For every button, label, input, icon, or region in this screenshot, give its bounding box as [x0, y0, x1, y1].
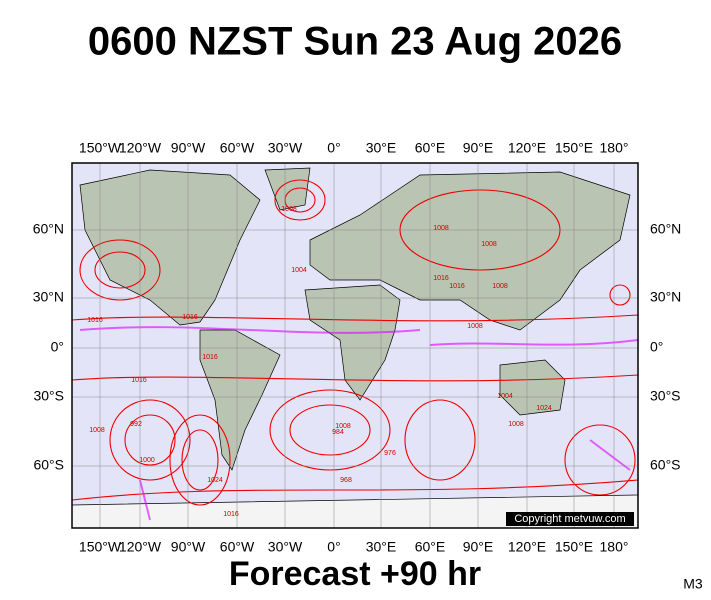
- lon-label-bottom: 30°E: [366, 539, 397, 555]
- lat-label-right: 0°: [650, 339, 663, 355]
- isobar-label: 1004: [291, 267, 307, 274]
- lon-label-top: 90°W: [171, 140, 206, 156]
- lon-label-top: 120°E: [508, 140, 546, 156]
- isobar-label: 1016: [87, 317, 103, 324]
- title: 0600 NZST Sun 23 Aug 2026: [88, 20, 622, 64]
- lon-label-bottom: 150°W: [79, 539, 122, 555]
- isobar-label: 1024: [536, 405, 552, 412]
- isobar-label: 1008: [467, 323, 483, 330]
- isobar-label: 1008: [89, 427, 105, 434]
- land: [72, 167, 638, 528]
- lon-label-bottom: 180°: [600, 539, 629, 555]
- map-area: 1008 1004 1016 1008 1008 1016 1008 1008 1004 1024…: [72, 163, 638, 528]
- lon-label-top: 30°W: [268, 140, 303, 156]
- isobar-label: 984: [332, 429, 344, 436]
- isobar-label: 1000: [139, 457, 155, 464]
- isobar-label: 1016: [182, 314, 198, 321]
- isobar-label: 1008: [492, 283, 508, 290]
- isobar-label: 968: [340, 477, 352, 484]
- lat-label-right: 30°S: [650, 388, 681, 404]
- isobar-label: 1004: [497, 393, 513, 400]
- lon-label-bottom: 30°W: [268, 539, 303, 555]
- isobar-label: 1016: [223, 511, 239, 518]
- lon-label-top: 90°E: [463, 140, 494, 156]
- isobar-label: 1008: [508, 421, 524, 428]
- lat-label-right: 60°S: [650, 457, 681, 473]
- lon-label-top: 180°: [600, 140, 629, 156]
- graticule: [72, 163, 638, 528]
- copyright-box: [506, 512, 634, 526]
- lon-label-bottom: 90°W: [171, 539, 206, 555]
- lon-label-top: 150°E: [555, 140, 593, 156]
- lon-label-bottom: 120°E: [508, 539, 546, 555]
- lon-label-bottom: 60°E: [415, 539, 446, 555]
- lon-label-bottom: 120°W: [119, 539, 162, 555]
- isobar-label: 1016: [433, 275, 449, 282]
- copyright: Copyright metvuw.com: [514, 513, 625, 525]
- isobar-label: 992: [130, 421, 142, 428]
- lat-label-right: 30°N: [650, 289, 681, 305]
- lon-label-top: 150°W: [79, 140, 122, 156]
- isobar-label: 1016: [449, 283, 465, 290]
- isobar-label: 1008: [335, 423, 351, 430]
- isobar-label: 1008: [281, 206, 297, 213]
- lon-label-top: 60°E: [415, 140, 446, 156]
- forecast-label: Forecast +90 hr: [229, 555, 481, 593]
- isobar-label: 976: [384, 450, 396, 457]
- precipitation: [79, 326, 638, 521]
- isobar-label: 1008: [481, 241, 497, 248]
- isobar-label: 1016: [131, 377, 147, 384]
- lon-label-top: 0°: [327, 140, 340, 156]
- lat-label-left: 60°S: [33, 457, 64, 473]
- isobar-label: 1016: [202, 354, 218, 361]
- isobar-label: 1024: [207, 477, 223, 484]
- lon-label-bottom: 90°E: [463, 539, 494, 555]
- lon-label-top: 60°W: [220, 140, 255, 156]
- lat-label-right: 60°N: [650, 221, 681, 237]
- lon-label-bottom: 150°E: [555, 539, 593, 555]
- lon-label-top: 30°E: [366, 140, 397, 156]
- lat-label-left: 30°N: [33, 289, 64, 305]
- isobars: [72, 179, 638, 506]
- lon-label-bottom: 60°W: [220, 539, 255, 555]
- map-frame: [71, 162, 639, 529]
- lat-label-left: 60°N: [33, 221, 64, 237]
- lon-label-bottom: 0°: [327, 539, 340, 555]
- lon-label-top: 120°W: [119, 140, 162, 156]
- model-code: M3: [683, 576, 703, 592]
- lat-label-left: 30°S: [33, 388, 64, 404]
- isobar-label: 1008: [433, 225, 449, 232]
- lat-label-left: 0°: [51, 339, 64, 355]
